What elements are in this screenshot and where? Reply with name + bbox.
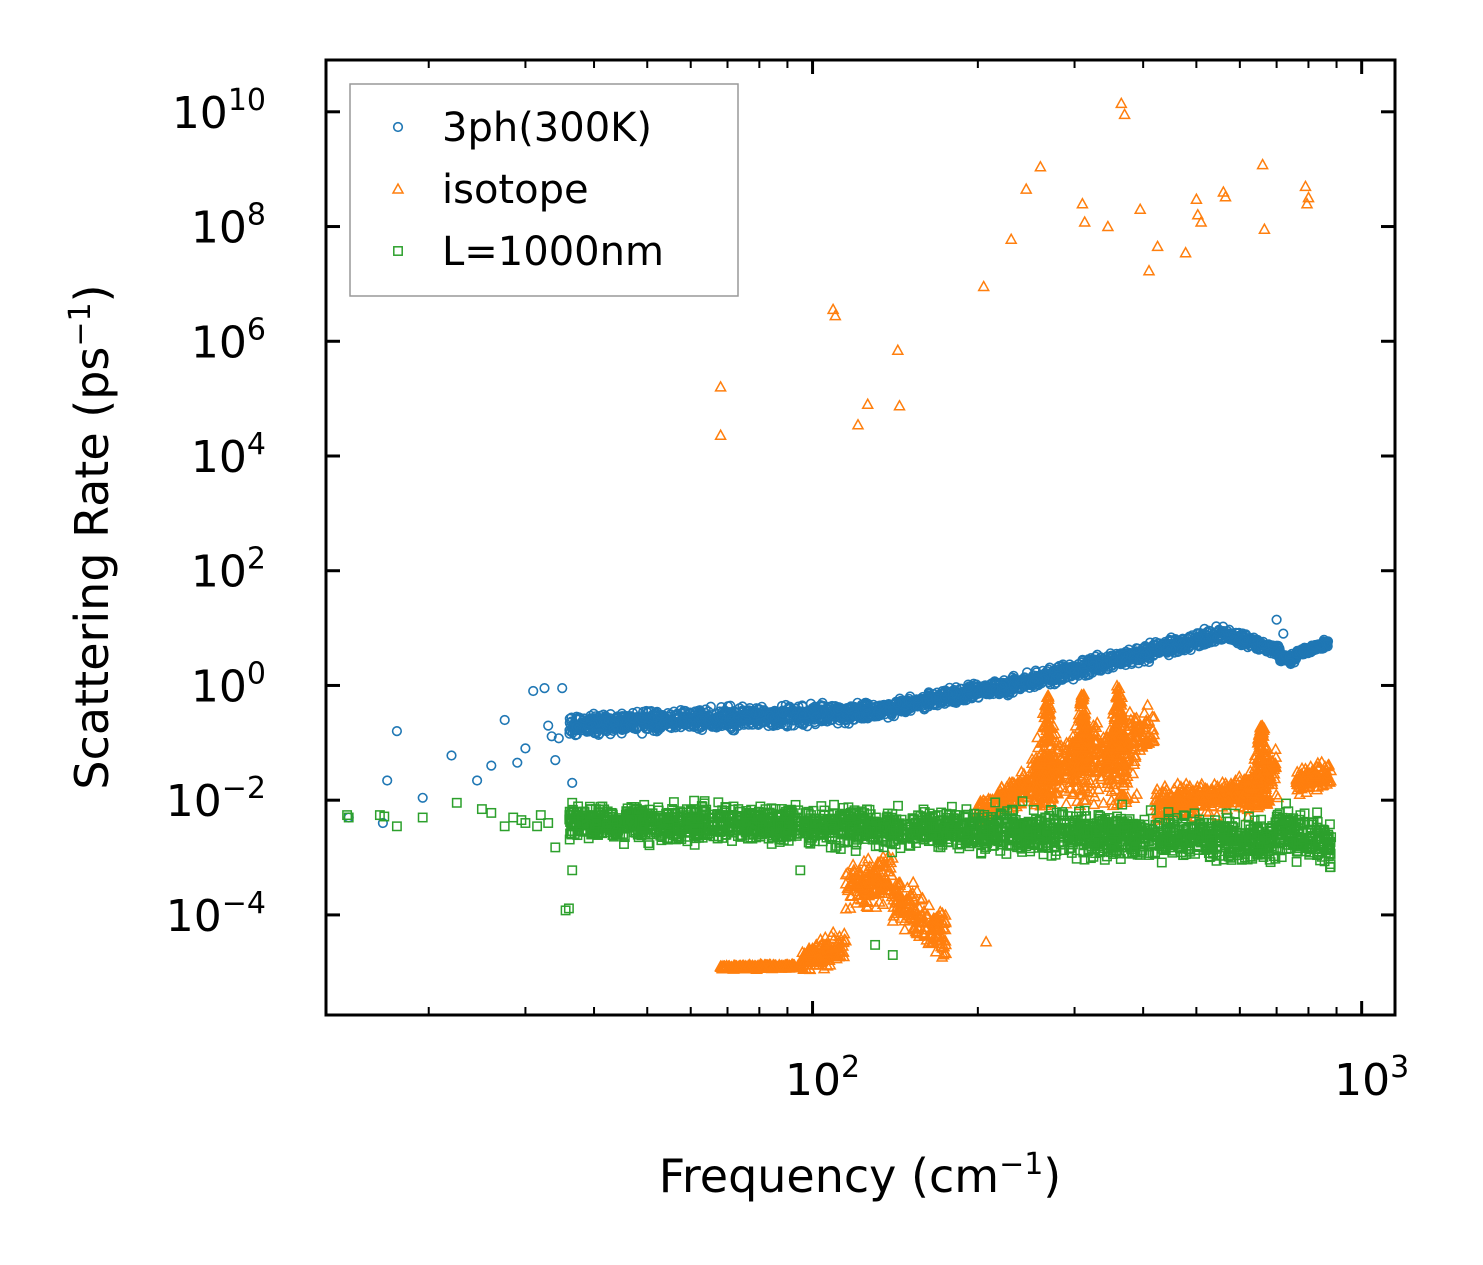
data-points-layer xyxy=(342,96,1338,975)
data-point-3ph-300k xyxy=(753,718,764,729)
data-point-3ph-300k xyxy=(790,711,801,722)
data-point-3ph-300k xyxy=(631,723,642,735)
data-point-3ph-300k xyxy=(810,712,821,723)
data-point-3ph-300k xyxy=(705,701,716,712)
data-point-3ph-300k xyxy=(732,712,744,723)
data-point-3ph-300k xyxy=(1009,673,1020,684)
data-point-3ph-300k xyxy=(658,718,669,729)
data-point-3ph-300k xyxy=(812,705,823,716)
data-point-3ph-300k xyxy=(737,706,749,717)
data-point-3ph-300k xyxy=(564,728,575,739)
data-point-3ph-300k xyxy=(638,706,649,718)
data-point-3ph-300k xyxy=(871,710,883,721)
data-point-3ph-300k xyxy=(947,688,958,699)
data-point-3ph-300k xyxy=(769,713,780,724)
data-point-3ph-300k xyxy=(990,685,1001,696)
data-point-3ph-300k xyxy=(759,716,770,727)
data-point-3ph-300k xyxy=(952,688,964,700)
data-point-3ph-300k xyxy=(891,697,902,708)
data-point-3ph-300k xyxy=(850,710,861,722)
data-point-3ph-300k xyxy=(608,723,619,735)
data-point-3ph-300k xyxy=(788,706,800,717)
data-point-3ph-300k xyxy=(682,718,694,729)
data-point-3ph-300k xyxy=(833,702,845,713)
data-point-3ph-300k xyxy=(754,707,765,718)
data-point-3ph-300k xyxy=(619,723,630,735)
data-point-3ph-300k xyxy=(672,708,683,719)
data-point-3ph-300k xyxy=(886,705,898,717)
data-point-3ph-300k xyxy=(720,720,732,731)
data-point-3ph-300k xyxy=(963,682,974,693)
data-point-3ph-300k xyxy=(722,701,734,712)
data-point-3ph-300k xyxy=(679,707,690,719)
data-point-3ph-300k xyxy=(702,714,714,726)
data-point-3ph-300k xyxy=(655,709,666,721)
series-3ph-300k xyxy=(343,614,1334,829)
data-point-3ph-300k xyxy=(594,728,605,739)
data-point-3ph-300k xyxy=(825,711,836,723)
data-point-3ph-300k xyxy=(893,699,904,710)
data-point-3ph-300k xyxy=(632,706,643,717)
data-point-3ph-300k xyxy=(627,713,638,724)
data-point-3ph-300k xyxy=(777,707,788,718)
data-point-3ph-300k xyxy=(707,716,718,727)
data-point-3ph-300k xyxy=(748,719,759,730)
data-point-3ph-300k xyxy=(764,710,775,721)
data-point-3ph-300k xyxy=(717,706,728,717)
data-point-3ph-300k xyxy=(973,692,984,703)
data-point-3ph-300k xyxy=(912,701,923,712)
data-point-3ph-300k xyxy=(905,696,916,708)
data-point-3ph-300k xyxy=(651,723,663,734)
data-point-3ph-300k xyxy=(684,707,696,718)
data-point-3ph-300k xyxy=(731,707,743,719)
data-point-3ph-300k xyxy=(750,708,761,719)
data-point-3ph-300k xyxy=(571,729,583,740)
data-point-3ph-300k xyxy=(776,718,787,730)
data-point-3ph-300k xyxy=(693,712,704,724)
data-point-3ph-300k xyxy=(839,704,850,715)
data-point-3ph-300k xyxy=(820,713,832,725)
data-point-3ph-300k xyxy=(584,717,596,729)
data-point-3ph-300k xyxy=(1015,683,1026,694)
data-point-3ph-300k xyxy=(998,675,1010,686)
data-point-3ph-300k xyxy=(564,713,575,724)
data-point-3ph-300k xyxy=(999,678,1010,689)
data-point-3ph-300k xyxy=(583,725,594,736)
data-point-3ph-300k xyxy=(874,700,885,711)
data-point-3ph-300k xyxy=(838,714,850,725)
data-point-3ph-300k xyxy=(716,720,728,732)
data-point-3ph-300k xyxy=(978,684,990,695)
data-point-3ph-300k xyxy=(696,715,707,726)
data-point-3ph-300k xyxy=(870,711,882,722)
